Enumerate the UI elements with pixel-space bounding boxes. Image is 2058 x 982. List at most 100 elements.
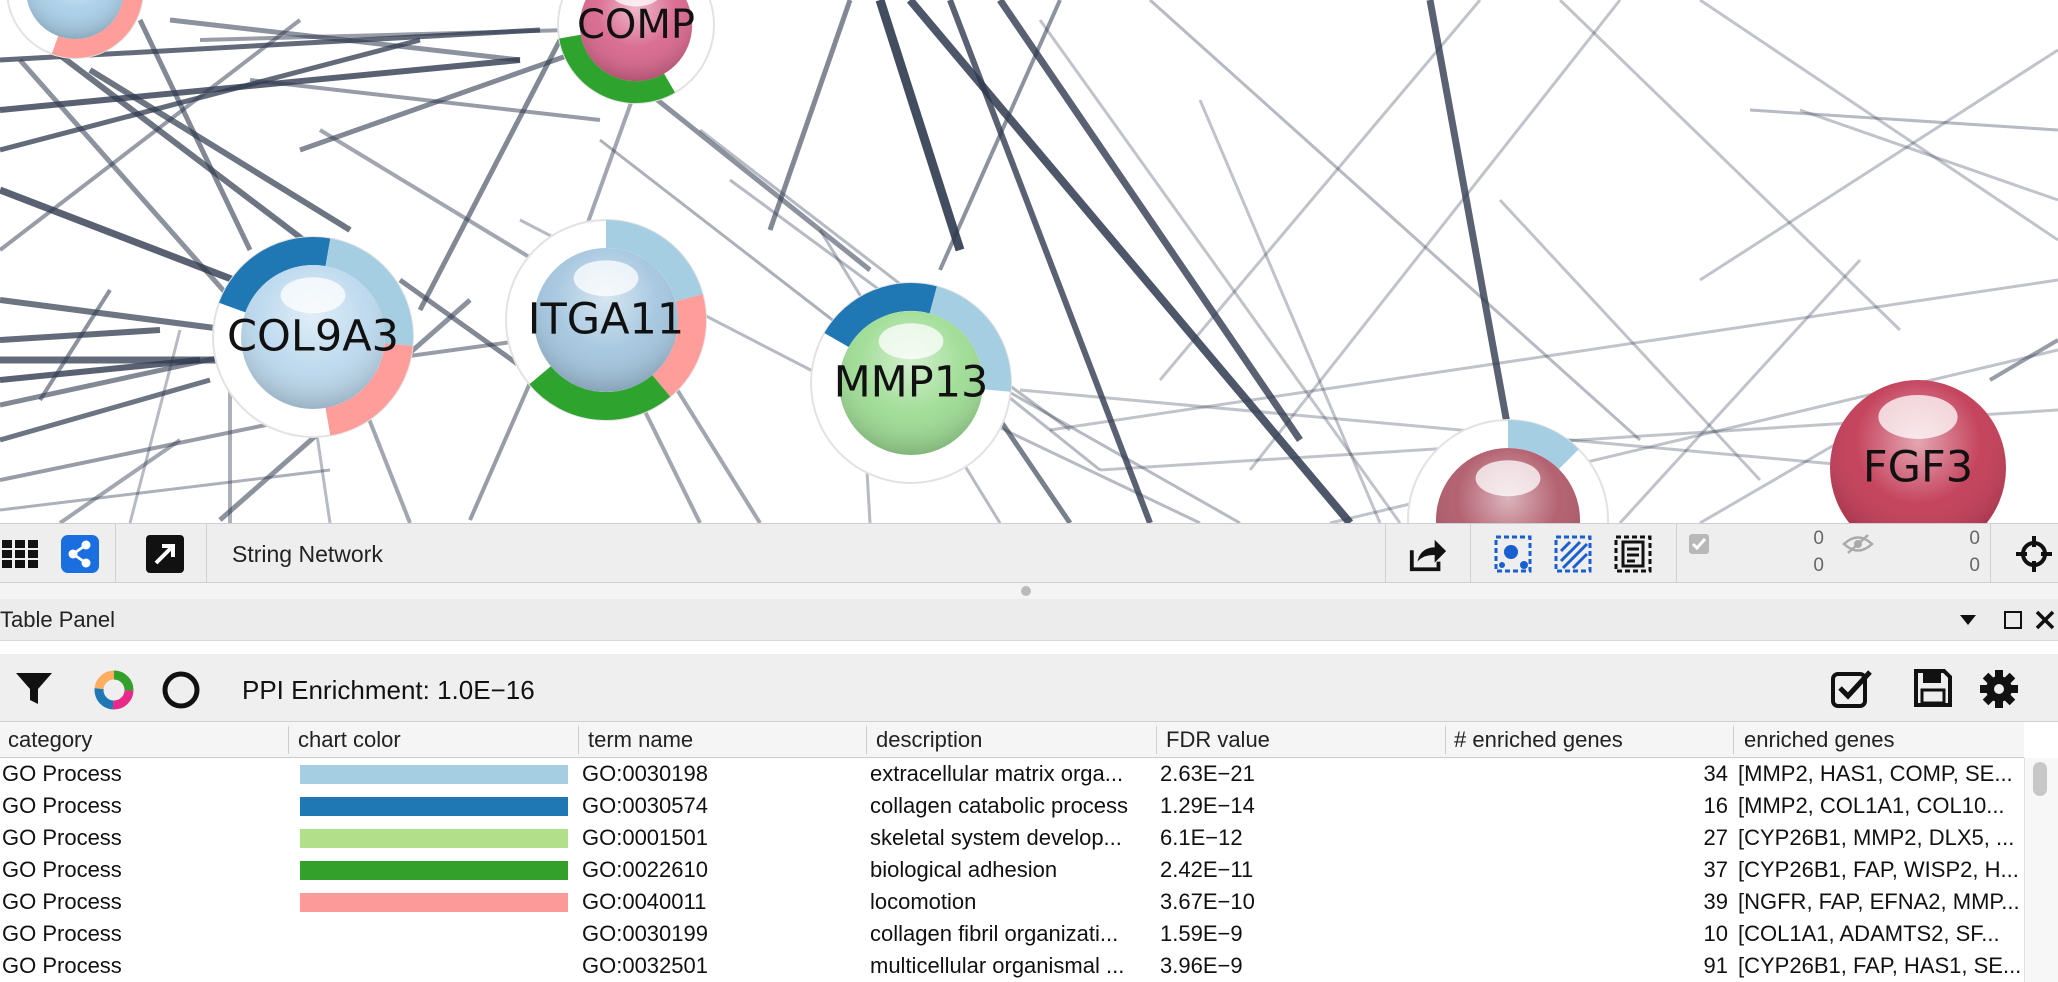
network-edge[interactable]: [1158, 0, 1482, 381]
network-edge[interactable]: [169, 17, 521, 63]
node-label: MMP13: [834, 358, 989, 408]
network-edge[interactable]: [0, 186, 262, 294]
network-edge[interactable]: [58, 438, 182, 523]
network-edge[interactable]: [137, 18, 253, 252]
network-node[interactable]: [6, 0, 144, 59]
network-edge[interactable]: [88, 67, 352, 233]
network-edge[interactable]: [1558, 0, 1902, 332]
network-edge[interactable]: [0, 468, 331, 512]
network-edge[interactable]: [767, 0, 853, 231]
col-chart-color[interactable]: chart color: [298, 727, 401, 752]
node-fgf3[interactable]: FGF3: [1830, 380, 2006, 523]
share-network-icon[interactable]: [60, 534, 100, 574]
network-edge[interactable]: [1019, 388, 1901, 472]
close-icon[interactable]: [2034, 610, 2056, 635]
network-edge[interactable]: [1498, 198, 1762, 482]
network-edge[interactable]: [1988, 338, 2058, 382]
donut-chart-icon[interactable]: [93, 669, 135, 716]
network-edge[interactable]: [1799, 108, 2058, 202]
grid-icon[interactable]: [0, 534, 40, 574]
cell-term-name: GO:0001501: [582, 825, 708, 850]
col-fdr-value[interactable]: FDR value: [1166, 727, 1270, 752]
table-row[interactable]: GO Process GO:0022610 biological adhesion 2…: [0, 854, 2024, 886]
network-edge[interactable]: [249, 78, 601, 122]
network-edge[interactable]: [618, 68, 872, 272]
detach-arrow-icon[interactable]: [145, 534, 185, 574]
crosshair-icon[interactable]: [2014, 534, 2054, 574]
cell-term-name: GO:0030199: [582, 921, 708, 946]
cell-term-name: GO:0032501: [582, 953, 708, 978]
col-category[interactable]: category: [8, 727, 93, 752]
node-itga11[interactable]: ITGA11: [505, 219, 707, 421]
filter-icon[interactable]: [14, 670, 54, 713]
cell-category: GO Process: [2, 953, 122, 978]
network-edge[interactable]: [0, 418, 291, 482]
node-mmp13[interactable]: MMP13: [810, 282, 1012, 484]
network-edge[interactable]: [947, 0, 1153, 523]
select-nodes-icon[interactable]: [1493, 534, 1533, 574]
network-edge[interactable]: [0, 297, 231, 333]
network-edge[interactable]: [1426, 0, 1514, 441]
cell-description: skeletal system develop...: [870, 825, 1122, 850]
chevron-down-icon[interactable]: [1958, 611, 1978, 634]
enrichment-arc: [929, 286, 1011, 392]
enrichment-arc: [219, 237, 331, 313]
network-graph: COMP COL9A3 ITGA11 MMP13 FGF3: [0, 0, 2058, 523]
network-node[interactable]: [1407, 419, 1609, 523]
cell-enriched-genes: [COL1A1, ADAMTS2, SF...: [1738, 921, 2000, 946]
col-enriched-count[interactable]: # enriched genes: [1454, 727, 1623, 752]
network-edge[interactable]: [0, 377, 211, 443]
export-icon[interactable]: [1408, 534, 1448, 574]
checklist-icon[interactable]: [1830, 668, 1874, 713]
network-canvas[interactable]: COMP COL9A3 ITGA11 MMP13 FGF3: [0, 0, 2058, 523]
table-row[interactable]: GO Process GO:0030199 collagen fibril orga…: [0, 918, 2024, 950]
cell-description: collagen catabolic process: [870, 793, 1129, 818]
panel-splitter[interactable]: [0, 583, 2058, 599]
network-edge[interactable]: [0, 57, 521, 113]
scrollbar-thumb[interactable]: [2033, 762, 2047, 796]
cell-enriched-count: 27: [1703, 825, 1728, 850]
network-edge[interactable]: [875, 0, 965, 252]
save-icon[interactable]: [1913, 668, 1953, 713]
table-row[interactable]: GO Process GO:0001501 skeletal system deve…: [0, 822, 2024, 854]
circle-icon[interactable]: [161, 670, 201, 715]
network-edge[interactable]: [1699, 48, 2058, 282]
network-edge[interactable]: [997, 0, 1303, 442]
enrichment-arc: [529, 365, 671, 420]
col-term-name[interactable]: term name: [588, 727, 694, 752]
network-edge[interactable]: [938, 0, 1062, 271]
network-edge[interactable]: [1749, 108, 2058, 132]
table-row[interactable]: GO Process GO:0030574 collagen catabolic p…: [0, 790, 2024, 822]
table-row[interactable]: GO Process GO:0040011 locomotion 3.67E−10 39…: [0, 886, 2024, 918]
network-edge[interactable]: [1198, 99, 1382, 523]
network-edge[interactable]: [997, 418, 1073, 523]
network-edge[interactable]: [468, 359, 542, 521]
network-edge[interactable]: [38, 288, 112, 402]
network-edge[interactable]: [0, 18, 302, 252]
gear-icon[interactable]: [1978, 668, 2020, 715]
network-edge[interactable]: [1618, 258, 1862, 523]
col-description[interactable]: description: [876, 727, 983, 752]
network-edge[interactable]: [1248, 0, 1622, 471]
network-edge[interactable]: [0, 327, 161, 343]
cell-enriched-genes: [NGFR, FAP, EFNA2, MMP...: [1738, 889, 2020, 914]
network-edge[interactable]: [1038, 19, 1402, 523]
maximize-icon[interactable]: [2003, 610, 2023, 635]
network-edge[interactable]: [1148, 0, 1642, 442]
enrichment-arc: [559, 34, 675, 103]
col-enriched-genes[interactable]: enriched genes: [1744, 727, 1895, 752]
network-edge[interactable]: [417, 38, 563, 312]
network-edge[interactable]: [0, 357, 201, 383]
node-col9a3[interactable]: COL9A3: [212, 236, 414, 438]
select-annotations-icon[interactable]: [1613, 534, 1653, 574]
network-edge[interactable]: [38, 37, 332, 263]
network-edge[interactable]: [0, 37, 421, 153]
network-edge[interactable]: [1699, 0, 2058, 242]
network-edge[interactable]: [199, 28, 571, 42]
network-edge[interactable]: [1049, 278, 2058, 432]
node-comp[interactable]: COMP: [557, 0, 715, 104]
select-edges-icon[interactable]: [1553, 534, 1593, 574]
table-scrollbar[interactable]: [2024, 758, 2058, 982]
table-row[interactable]: GO Process GO:0032501 multicellular organi…: [0, 950, 2024, 982]
table-row[interactable]: GO Process GO:0030198 extracellular matrix…: [0, 758, 2024, 790]
